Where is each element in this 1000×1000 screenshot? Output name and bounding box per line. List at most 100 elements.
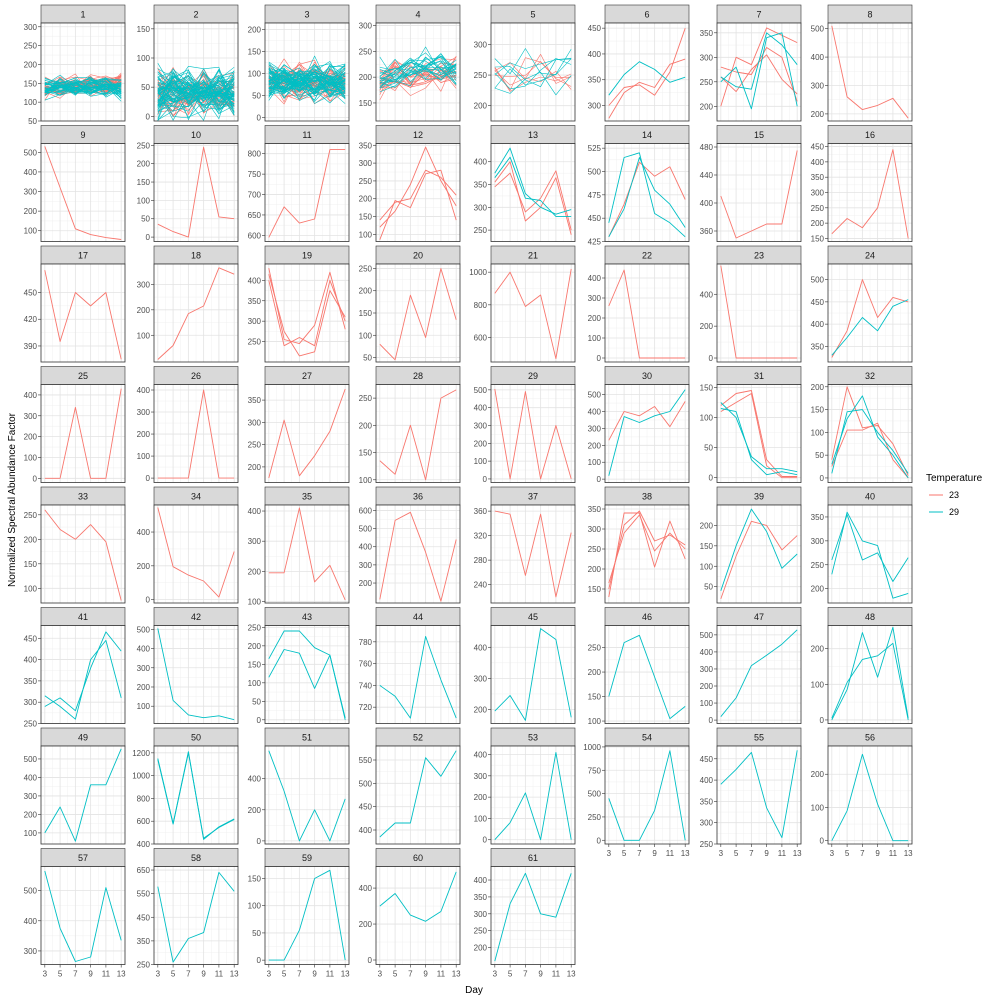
series-line-29 — [494, 156, 572, 217]
y-tick-label: 400 — [588, 274, 602, 283]
x-tick-label: 7 — [408, 970, 413, 979]
y-tick-label: 0 — [146, 112, 151, 121]
y-tick-label: 300 — [474, 910, 488, 919]
facet-panel-18: 18 100 200 300 — [137, 245, 239, 363]
series-line-23 — [720, 150, 798, 239]
facet-panel-39: 39 50 100 150 200 — [700, 486, 802, 604]
series-line-23 — [608, 28, 686, 106]
y-tick-label: 250 — [137, 141, 151, 150]
panel-border — [604, 625, 690, 724]
series-line-29 — [157, 752, 235, 839]
series-line-23 — [157, 267, 235, 360]
series-group — [379, 389, 457, 481]
facet-strip-label: 17 — [78, 251, 88, 261]
y-tick-label: 750 — [248, 170, 262, 179]
y-tick-label: 200 — [359, 920, 373, 929]
panel-border — [40, 625, 126, 724]
facet-panel-4: 4 150 200 250 300 — [359, 4, 461, 122]
y-tick-label: 320 — [474, 532, 488, 541]
facet-strip-label: 13 — [528, 130, 538, 140]
facet-strip-label: 19 — [302, 251, 312, 261]
y-tick-label: 250 — [137, 961, 151, 970]
panel-border — [153, 625, 239, 724]
y-tick-label: 250 — [24, 720, 38, 729]
series-line-29 — [157, 89, 235, 111]
series-line-29 — [157, 76, 235, 94]
series-line-23 — [157, 146, 235, 238]
facet-panel-36: 36 200 300 400 500 600 — [359, 486, 461, 604]
y-tick-label: 0 — [483, 836, 488, 845]
series-line-29 — [494, 872, 572, 962]
x-tick-label: 3 — [830, 849, 835, 858]
facet-strip-label: 38 — [642, 492, 652, 502]
series-line-29 — [608, 152, 686, 238]
panel-border — [153, 866, 239, 965]
y-tick-label: 200 — [474, 102, 488, 111]
series-line-29 — [157, 82, 235, 110]
series-line-23 — [44, 146, 122, 240]
panel-border — [490, 263, 576, 363]
y-tick-label: 250 — [359, 394, 373, 403]
y-tick-label: 100 — [700, 414, 714, 423]
y-tick-label: 300 — [811, 189, 825, 198]
legend-label-29: 29 — [949, 507, 959, 517]
facet-panels: 1501001502002503002050100150305010015020… — [24, 4, 913, 979]
series-line-29 — [831, 409, 909, 474]
panel-border — [40, 143, 126, 242]
facet-panel-53: 53 0 100 200 300 400 — [474, 727, 576, 845]
series-line-23 — [831, 422, 909, 479]
series-line-23 — [379, 268, 457, 361]
y-tick-label: 400 — [24, 391, 38, 400]
facet-strip-label: 24 — [865, 251, 875, 261]
series-group — [831, 626, 909, 721]
x-tick-label: 9 — [652, 849, 657, 858]
facet-strip-label: 28 — [413, 371, 423, 381]
y-tick-label: 250 — [248, 338, 262, 347]
facet-panel-14: 14 425 450 475 500 525 — [588, 125, 690, 247]
series-group — [379, 511, 457, 602]
y-tick-label: 240 — [474, 581, 488, 590]
facet-panel-42: 42 100 200 300 400 500 — [137, 607, 239, 724]
facet-strip-label: 1 — [80, 10, 85, 20]
y-tick-label: 400 — [248, 507, 262, 516]
y-tick-label: 500 — [700, 631, 714, 640]
y-tick-label: 300 — [700, 53, 714, 62]
x-tick-label: 9 — [875, 849, 880, 858]
y-tick-label: 400 — [248, 775, 262, 784]
series-line-29 — [720, 408, 798, 476]
panel-border — [716, 263, 802, 363]
y-tick-label: 300 — [248, 317, 262, 326]
x-tick-label: 13 — [230, 970, 239, 979]
panel-border — [827, 263, 913, 363]
y-tick-label: 300 — [359, 561, 373, 570]
y-tick-label: 450 — [24, 634, 38, 643]
series-group — [268, 149, 346, 238]
y-tick-label: 200 — [811, 110, 825, 119]
y-tick-label: 200 — [811, 585, 825, 594]
series-line-23 — [44, 388, 122, 479]
y-tick-label: 450 — [588, 214, 602, 223]
y-tick-label: 300 — [588, 294, 602, 303]
y-tick-label: 200 — [137, 160, 151, 169]
series-line-23 — [608, 514, 686, 584]
y-tick-label: 500 — [474, 386, 488, 395]
series-line-23 — [494, 388, 572, 480]
y-tick-label: 250 — [700, 840, 714, 849]
series-group — [831, 25, 909, 119]
panel-border — [40, 384, 126, 483]
y-tick-label: 50 — [815, 451, 824, 460]
series-group — [268, 268, 346, 357]
x-tick-label: 9 — [201, 970, 206, 979]
y-tick-label: 250 — [359, 177, 373, 186]
facet-panel-7: 7 200 250 300 350 — [700, 4, 802, 122]
facet-strip-label: 53 — [528, 733, 538, 743]
facet-strip-label: 45 — [528, 612, 538, 622]
y-tick-label: 300 — [137, 408, 151, 417]
facet-panel-6: 6 300 350 400 450 — [588, 4, 690, 122]
x-tick-label: 7 — [860, 849, 865, 858]
facet-strip-label: 44 — [413, 612, 423, 622]
series-group — [379, 268, 457, 361]
y-tick-label: 250 — [24, 511, 38, 520]
series-line-29 — [157, 78, 235, 100]
